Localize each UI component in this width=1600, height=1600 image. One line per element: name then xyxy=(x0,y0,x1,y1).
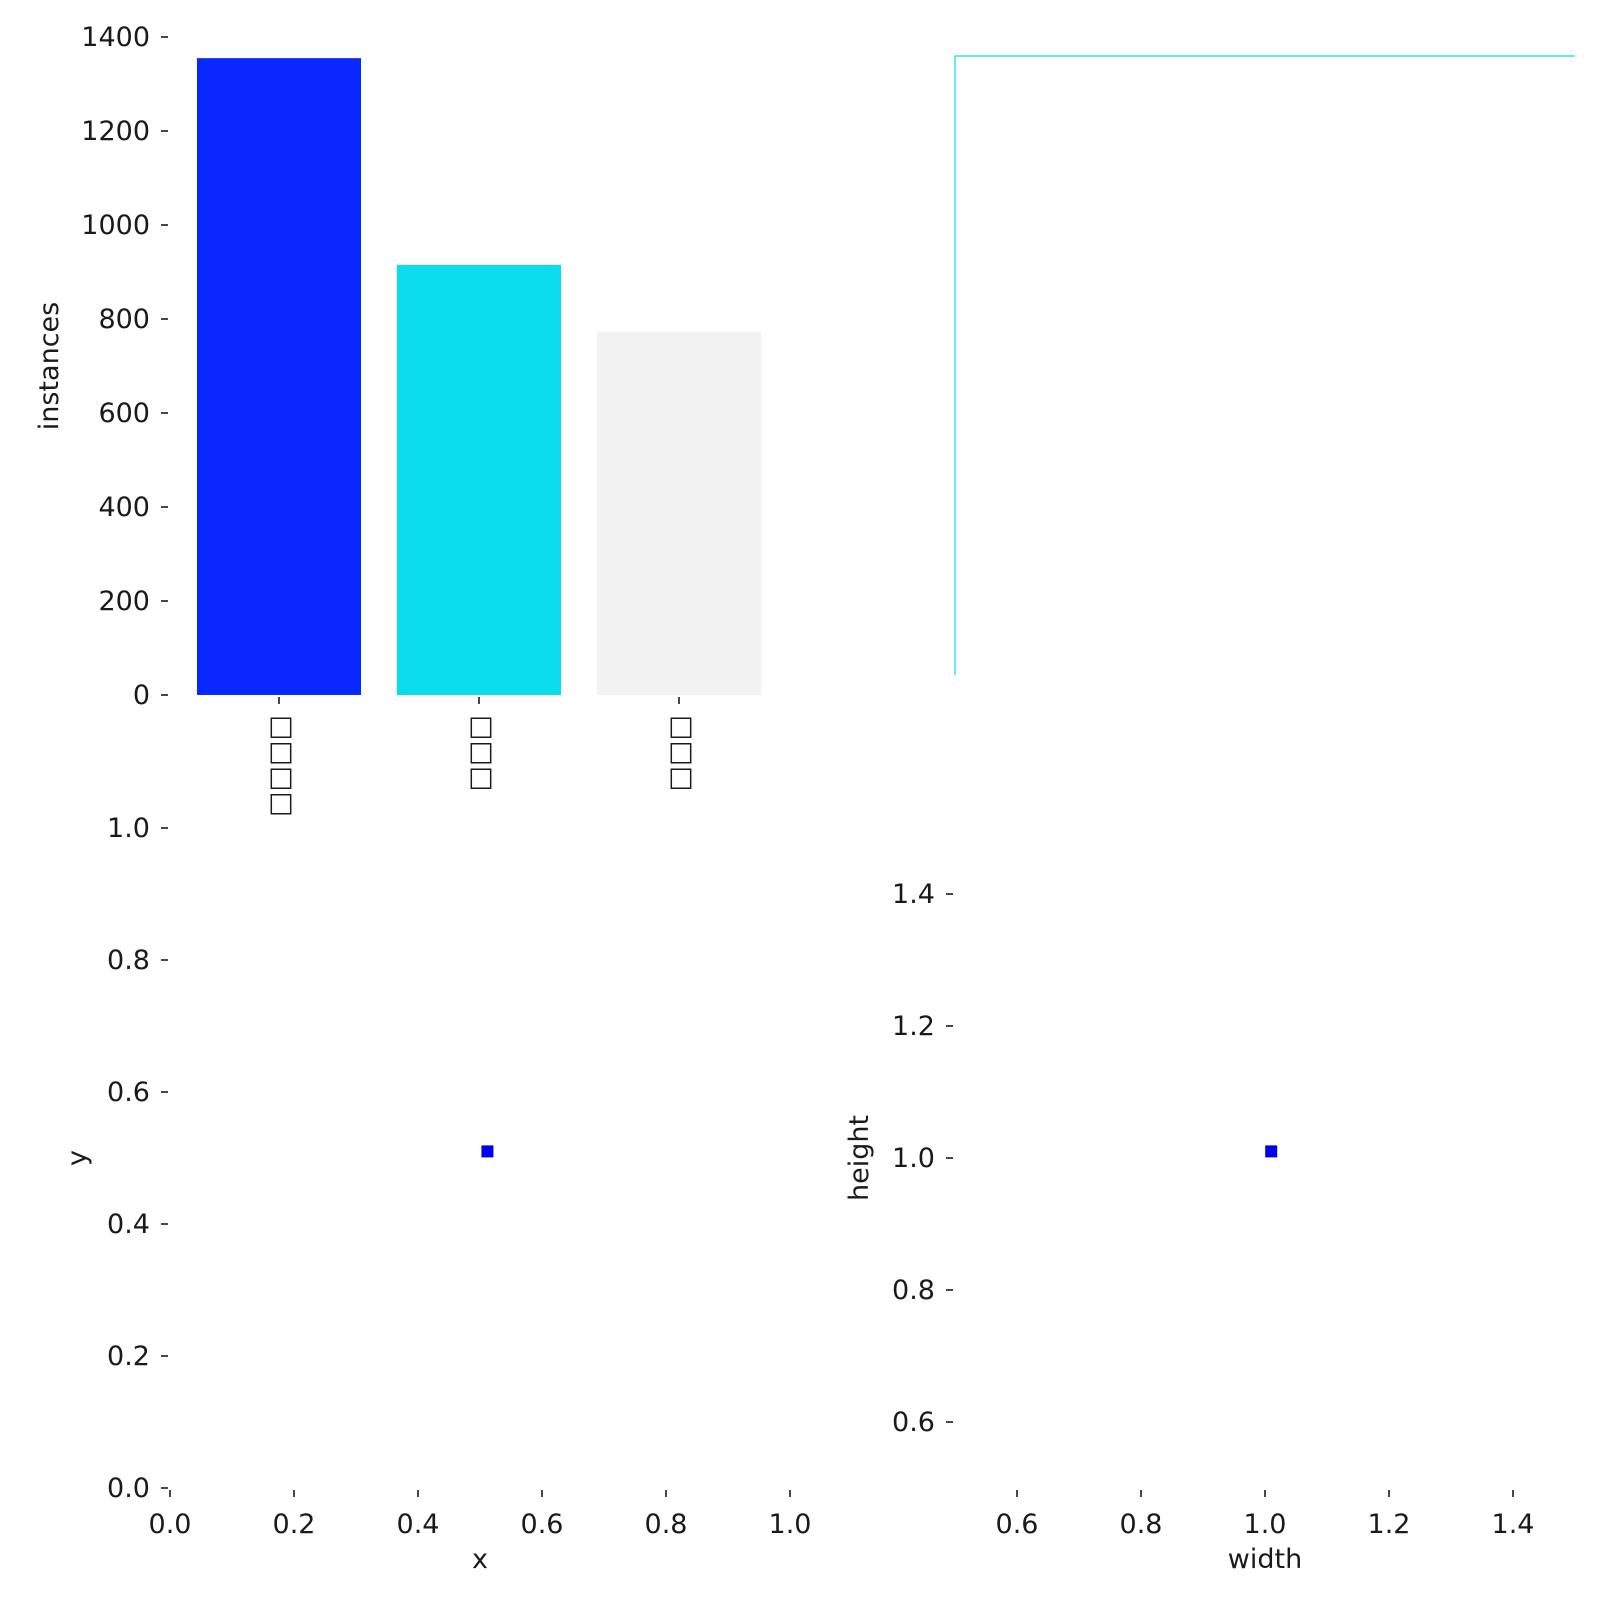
x-tick-label: 1.2 xyxy=(1368,1509,1411,1540)
x-tick-label: 0.6 xyxy=(521,1509,564,1540)
y-tick-label: 0 xyxy=(133,680,150,711)
xy-scatter-panel: 0.0 0.2 0.4 0.6 0.8 1.0 0.0 0.2 0.4 0.6 0.8 1.0 x y xyxy=(62,813,811,1575)
x-tick-label: 1.0 xyxy=(1244,1509,1287,1540)
scatter-point xyxy=(481,1145,494,1158)
y-axis-label: height xyxy=(844,1115,875,1201)
y-tick-label: 1.0 xyxy=(107,813,150,844)
y-tick-label: 0.8 xyxy=(892,1275,935,1306)
y-tick-label: 0.6 xyxy=(892,1407,935,1438)
bar xyxy=(397,264,561,695)
y-axis-label: y xyxy=(62,1150,93,1166)
y-tick-label: 0.2 xyxy=(107,1341,150,1372)
x-tick-label: 0.8 xyxy=(1120,1509,1163,1540)
x-tick-label: 0.4 xyxy=(397,1509,440,1540)
x-tick-label: 0.0 xyxy=(149,1509,192,1540)
y-tick-label: 1.4 xyxy=(892,879,935,910)
x-tick-label: □□□□ xyxy=(264,715,295,817)
step-line xyxy=(954,55,1575,675)
bar xyxy=(597,332,761,695)
y-tick-label: 1400 xyxy=(81,22,150,53)
x-tick-label: 0.8 xyxy=(645,1509,688,1540)
y-tick-label: 1.2 xyxy=(892,1011,935,1042)
y-tick-label: 400 xyxy=(98,492,150,523)
y-tick-label: 800 xyxy=(98,304,150,335)
x-tick-label: 0.2 xyxy=(273,1509,316,1540)
x-axis-label: x xyxy=(472,1544,488,1575)
x-axis-label: width xyxy=(1228,1544,1302,1575)
x-tick-label: 1.4 xyxy=(1492,1509,1535,1540)
y-tick-label: 0.6 xyxy=(107,1077,150,1108)
width-height-scatter-panel: 0.6 0.8 1.0 1.2 1.4 0.6 0.8 1.0 1.2 1.4 width heigh… xyxy=(844,879,1534,1575)
y-tick-label: 0.0 xyxy=(107,1473,150,1504)
y-tick-label: 1.0 xyxy=(892,1143,935,1174)
y-tick-label: 1000 xyxy=(81,210,150,241)
y-tick-label: 1200 xyxy=(81,116,150,147)
y-axis-label: instances xyxy=(34,302,65,430)
x-tick-label: □□□ xyxy=(664,715,695,792)
y-tick-label: 200 xyxy=(98,586,150,617)
step-line-panel xyxy=(954,55,1575,675)
y-tick-label: 0.8 xyxy=(107,945,150,976)
x-tick-label: □□□ xyxy=(464,715,495,792)
y-tick-label: 0.4 xyxy=(107,1209,150,1240)
x-tick-label: 0.6 xyxy=(996,1509,1039,1540)
bar xyxy=(197,58,361,695)
x-tick-label: 1.0 xyxy=(769,1509,812,1540)
y-tick-label: 600 xyxy=(98,398,150,429)
scatter-point xyxy=(1265,1145,1278,1158)
